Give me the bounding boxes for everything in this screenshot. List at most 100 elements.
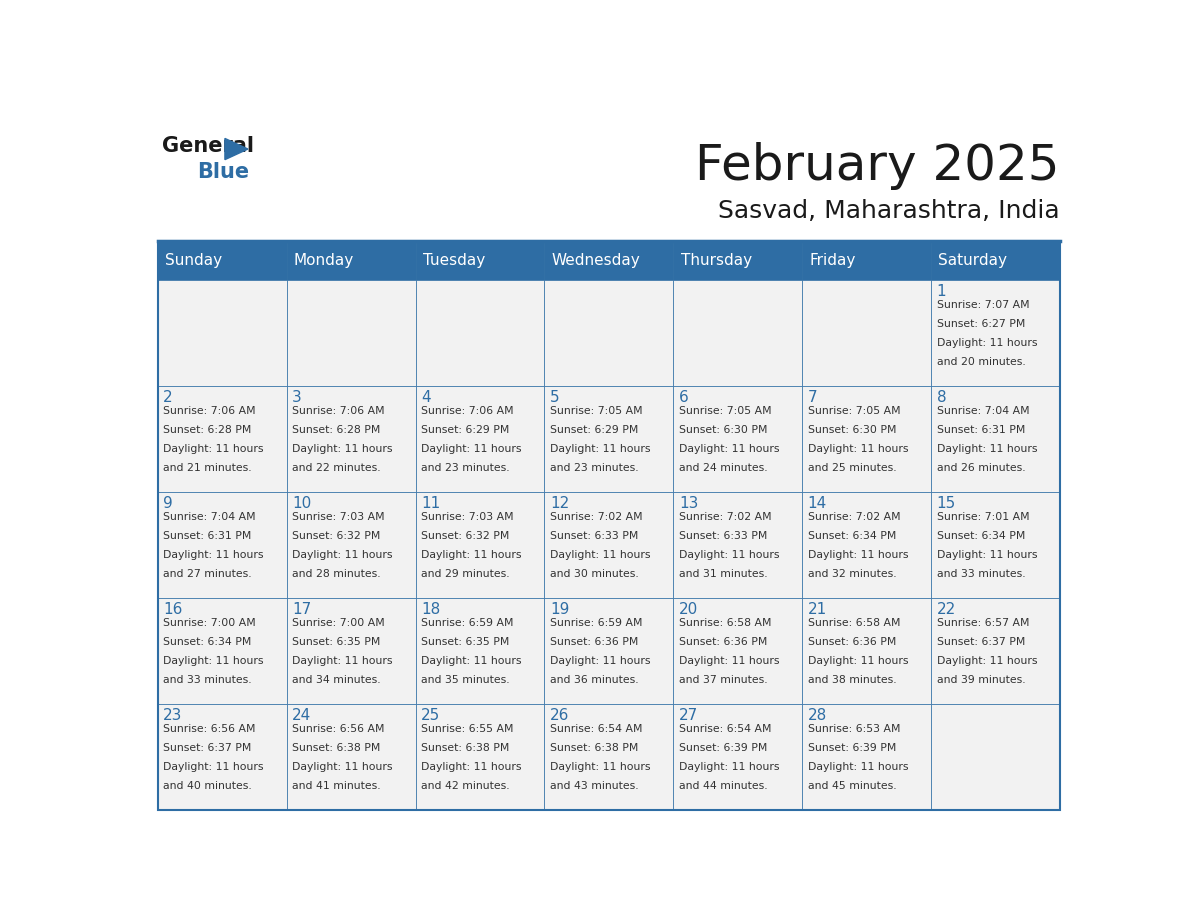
- Text: and 44 minutes.: and 44 minutes.: [678, 781, 767, 791]
- Text: and 43 minutes.: and 43 minutes.: [550, 781, 639, 791]
- FancyBboxPatch shape: [544, 280, 674, 386]
- Text: Sunrise: 7:01 AM: Sunrise: 7:01 AM: [936, 511, 1029, 521]
- Text: Daylight: 11 hours: Daylight: 11 hours: [292, 655, 392, 666]
- Text: and 33 minutes.: and 33 minutes.: [163, 675, 252, 685]
- FancyBboxPatch shape: [158, 241, 286, 280]
- Text: 1: 1: [936, 284, 947, 299]
- Text: Daylight: 11 hours: Daylight: 11 hours: [808, 655, 908, 666]
- Text: 26: 26: [550, 708, 569, 723]
- FancyBboxPatch shape: [158, 492, 286, 598]
- Text: and 22 minutes.: and 22 minutes.: [292, 463, 381, 473]
- Text: and 23 minutes.: and 23 minutes.: [421, 463, 510, 473]
- FancyBboxPatch shape: [674, 704, 802, 810]
- Text: Sunrise: 6:58 AM: Sunrise: 6:58 AM: [678, 618, 771, 628]
- FancyBboxPatch shape: [286, 386, 416, 492]
- FancyBboxPatch shape: [931, 704, 1060, 810]
- Text: 17: 17: [292, 602, 311, 617]
- Text: 6: 6: [678, 390, 689, 405]
- Text: Sunset: 6:28 PM: Sunset: 6:28 PM: [292, 425, 380, 435]
- Text: Daylight: 11 hours: Daylight: 11 hours: [550, 655, 650, 666]
- Text: Sunset: 6:38 PM: Sunset: 6:38 PM: [550, 743, 638, 753]
- Text: Sunset: 6:29 PM: Sunset: 6:29 PM: [421, 425, 510, 435]
- FancyBboxPatch shape: [802, 386, 931, 492]
- FancyBboxPatch shape: [674, 598, 802, 704]
- Text: Sunday: Sunday: [165, 252, 222, 268]
- Text: 18: 18: [421, 602, 441, 617]
- Text: 28: 28: [808, 708, 827, 723]
- Text: Daylight: 11 hours: Daylight: 11 hours: [678, 655, 779, 666]
- Text: and 42 minutes.: and 42 minutes.: [421, 781, 510, 791]
- Text: Daylight: 11 hours: Daylight: 11 hours: [163, 655, 264, 666]
- Text: Sunset: 6:36 PM: Sunset: 6:36 PM: [808, 637, 896, 647]
- Text: Daylight: 11 hours: Daylight: 11 hours: [163, 550, 264, 560]
- Text: Sunrise: 7:07 AM: Sunrise: 7:07 AM: [936, 299, 1029, 309]
- Text: and 31 minutes.: and 31 minutes.: [678, 569, 767, 579]
- Text: Sunset: 6:36 PM: Sunset: 6:36 PM: [678, 637, 767, 647]
- Text: Daylight: 11 hours: Daylight: 11 hours: [678, 443, 779, 453]
- Text: Blue: Blue: [197, 162, 249, 183]
- Text: Sunset: 6:32 PM: Sunset: 6:32 PM: [421, 531, 510, 541]
- Text: Daylight: 11 hours: Daylight: 11 hours: [550, 443, 650, 453]
- Text: Daylight: 11 hours: Daylight: 11 hours: [808, 762, 908, 772]
- FancyBboxPatch shape: [931, 280, 1060, 386]
- Text: Daylight: 11 hours: Daylight: 11 hours: [163, 443, 264, 453]
- Text: Sunset: 6:37 PM: Sunset: 6:37 PM: [936, 637, 1025, 647]
- Text: Sunset: 6:33 PM: Sunset: 6:33 PM: [550, 531, 638, 541]
- FancyBboxPatch shape: [416, 386, 544, 492]
- FancyBboxPatch shape: [158, 280, 286, 386]
- FancyBboxPatch shape: [158, 598, 286, 704]
- Text: Thursday: Thursday: [681, 252, 752, 268]
- Text: Daylight: 11 hours: Daylight: 11 hours: [678, 762, 779, 772]
- Text: Sunrise: 6:54 AM: Sunrise: 6:54 AM: [550, 723, 643, 733]
- Text: 12: 12: [550, 496, 569, 511]
- Text: 20: 20: [678, 602, 699, 617]
- Text: Daylight: 11 hours: Daylight: 11 hours: [936, 550, 1037, 560]
- Text: Sunset: 6:34 PM: Sunset: 6:34 PM: [163, 637, 252, 647]
- FancyBboxPatch shape: [416, 492, 544, 598]
- Text: Sunset: 6:31 PM: Sunset: 6:31 PM: [936, 425, 1025, 435]
- FancyBboxPatch shape: [286, 241, 416, 280]
- Text: 24: 24: [292, 708, 311, 723]
- FancyBboxPatch shape: [674, 280, 802, 386]
- Text: Sunset: 6:27 PM: Sunset: 6:27 PM: [936, 319, 1025, 329]
- FancyBboxPatch shape: [931, 598, 1060, 704]
- FancyBboxPatch shape: [674, 386, 802, 492]
- Text: Sunset: 6:39 PM: Sunset: 6:39 PM: [678, 743, 767, 753]
- Text: Sunrise: 6:59 AM: Sunrise: 6:59 AM: [550, 618, 643, 628]
- Text: Daylight: 11 hours: Daylight: 11 hours: [292, 762, 392, 772]
- Text: Daylight: 11 hours: Daylight: 11 hours: [936, 655, 1037, 666]
- Text: Daylight: 11 hours: Daylight: 11 hours: [936, 443, 1037, 453]
- Text: and 32 minutes.: and 32 minutes.: [808, 569, 897, 579]
- FancyBboxPatch shape: [416, 704, 544, 810]
- FancyBboxPatch shape: [802, 280, 931, 386]
- FancyBboxPatch shape: [416, 241, 544, 280]
- Text: and 45 minutes.: and 45 minutes.: [808, 781, 897, 791]
- Text: 15: 15: [936, 496, 956, 511]
- FancyBboxPatch shape: [286, 598, 416, 704]
- Text: 3: 3: [292, 390, 302, 405]
- Text: and 33 minutes.: and 33 minutes.: [936, 569, 1025, 579]
- Text: 21: 21: [808, 602, 827, 617]
- Text: Sunrise: 6:55 AM: Sunrise: 6:55 AM: [421, 723, 513, 733]
- Text: 19: 19: [550, 602, 569, 617]
- FancyBboxPatch shape: [802, 241, 931, 280]
- Text: February 2025: February 2025: [695, 142, 1060, 190]
- Text: Sunrise: 6:53 AM: Sunrise: 6:53 AM: [808, 723, 901, 733]
- FancyBboxPatch shape: [286, 704, 416, 810]
- Text: Sunset: 6:35 PM: Sunset: 6:35 PM: [292, 637, 380, 647]
- Text: Friday: Friday: [809, 252, 855, 268]
- FancyBboxPatch shape: [286, 280, 416, 386]
- Text: Sunrise: 7:05 AM: Sunrise: 7:05 AM: [550, 406, 643, 416]
- Text: Daylight: 11 hours: Daylight: 11 hours: [421, 443, 522, 453]
- Text: and 37 minutes.: and 37 minutes.: [678, 675, 767, 685]
- Text: Daylight: 11 hours: Daylight: 11 hours: [808, 443, 908, 453]
- Text: Sunrise: 6:56 AM: Sunrise: 6:56 AM: [163, 723, 255, 733]
- Text: Sunset: 6:30 PM: Sunset: 6:30 PM: [808, 425, 896, 435]
- FancyBboxPatch shape: [802, 704, 931, 810]
- FancyBboxPatch shape: [802, 492, 931, 598]
- Text: Sunset: 6:28 PM: Sunset: 6:28 PM: [163, 425, 252, 435]
- Text: Sunrise: 7:05 AM: Sunrise: 7:05 AM: [808, 406, 901, 416]
- Text: 5: 5: [550, 390, 560, 405]
- Text: and 39 minutes.: and 39 minutes.: [936, 675, 1025, 685]
- FancyBboxPatch shape: [544, 492, 674, 598]
